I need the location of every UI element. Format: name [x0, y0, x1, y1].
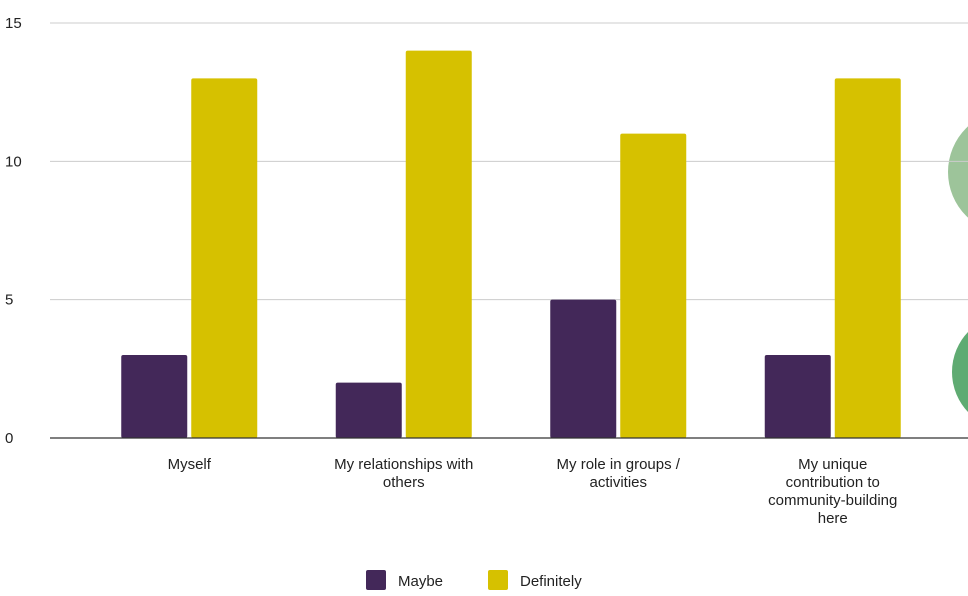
bar-maybe-3 [764, 355, 831, 438]
y-tick-label: 5 [5, 292, 13, 309]
y-axis-ticks: 0 5 10 15 [5, 15, 22, 447]
y-tick-label: 15 [5, 15, 22, 32]
gridlines [50, 22, 968, 301]
legend-label-maybe: Maybe [398, 573, 443, 590]
legend-label-definitely: Definitely [520, 573, 582, 590]
bar-definitely-1 [405, 50, 472, 439]
bar-maybe-2 [550, 299, 617, 438]
bar-definitely-0 [191, 78, 258, 438]
legend: Maybe Definitely [366, 570, 582, 590]
x-category-label-line: activities [589, 474, 647, 491]
decorative-circles [948, 126, 968, 412]
x-category-label-line: others [383, 474, 425, 491]
legend-swatch-maybe [366, 570, 386, 590]
y-tick-label: 0 [5, 430, 13, 447]
decorative-circle-lower [952, 332, 968, 412]
bar-definitely-3 [834, 78, 901, 438]
x-category-label-line: My role in groups / [557, 456, 681, 473]
x-category-label: My relationships with others [334, 456, 473, 491]
legend-swatch-definitely [488, 570, 508, 590]
x-category-label-line: My unique [798, 456, 867, 473]
x-category-label: My role in groups / activities [557, 456, 681, 491]
x-category-label: Myself [168, 456, 212, 473]
x-category-label-line: Myself [168, 456, 212, 473]
y-tick-label: 10 [5, 153, 22, 170]
bar-definitely-2 [620, 133, 687, 438]
x-category-label-line: contribution to [786, 474, 880, 491]
x-category-label: My unique contribution to community-buildi… [768, 456, 897, 527]
x-category-label-line: here [818, 510, 848, 527]
x-category-label-line: community-building [768, 492, 897, 509]
bar-maybe-1 [335, 382, 402, 438]
bar-maybe-0 [121, 355, 188, 438]
x-axis-category-labels: Myself My relationships with others My role… [168, 456, 898, 527]
bars [121, 50, 901, 439]
decorative-circle-upper [948, 126, 968, 218]
x-category-label-line: My relationships with [334, 456, 473, 473]
